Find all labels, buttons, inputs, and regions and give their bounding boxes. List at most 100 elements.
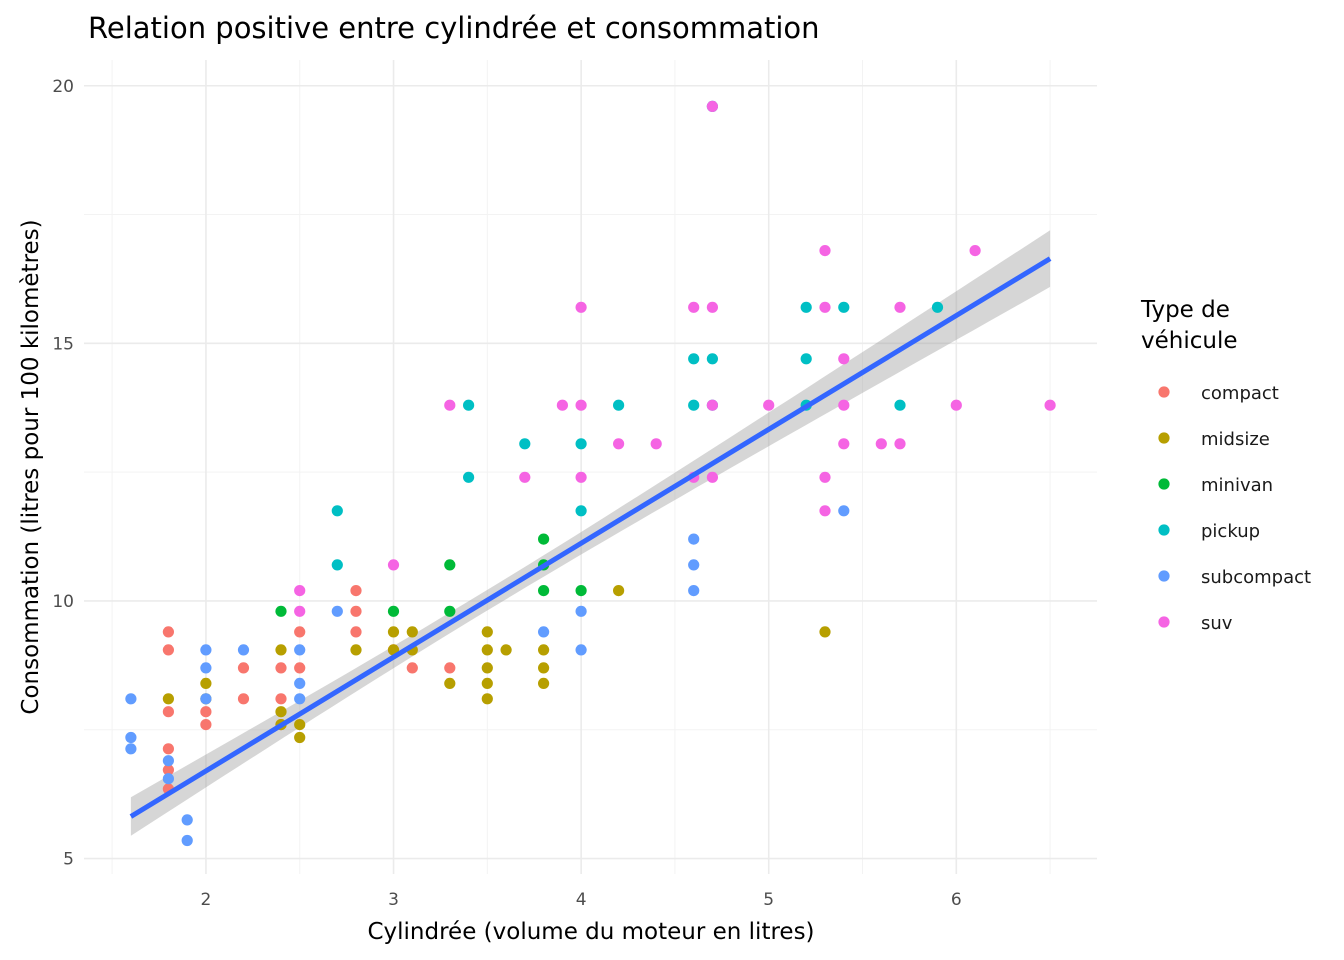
legend-label-midsize: midsize <box>1201 429 1270 450</box>
legend-items: compact midsize minivan pickup subcompact suv <box>1158 383 1311 634</box>
data-point-compact <box>162 764 174 776</box>
data-point-suv <box>688 301 700 313</box>
data-point-midsize <box>275 644 287 656</box>
legend-label-compact: compact <box>1201 383 1279 404</box>
data-point-compact <box>350 605 362 617</box>
legend-title-line-2: véhicule <box>1141 328 1238 354</box>
data-point-subcompact <box>688 533 700 545</box>
data-point-pickup <box>688 399 700 411</box>
data-point-suv <box>819 471 831 483</box>
data-point-pickup <box>613 399 625 411</box>
data-point-compact <box>275 662 287 674</box>
data-point-minivan <box>538 533 550 545</box>
data-point-suv <box>819 301 831 313</box>
data-point-pickup <box>800 353 812 365</box>
data-point-midsize <box>538 662 550 674</box>
legend-item-midsize: midsize <box>1158 429 1270 450</box>
x-tick-label: 2 <box>201 890 212 910</box>
data-point-compact <box>294 626 306 638</box>
data-point-subcompact <box>162 755 174 767</box>
data-point-suv <box>894 438 906 450</box>
data-point-pickup <box>519 438 531 450</box>
chart-title: Relation positive entre cylindrée et con… <box>88 11 820 45</box>
data-point-suv <box>575 399 587 411</box>
data-point-pickup <box>331 505 343 517</box>
data-point-suv <box>613 438 625 450</box>
data-point-suv <box>294 605 306 617</box>
legend-item-compact: compact <box>1158 383 1279 404</box>
data-point-pickup <box>331 559 343 571</box>
data-point-subcompact <box>838 505 850 517</box>
data-point-minivan <box>575 585 587 597</box>
data-point-pickup <box>688 353 700 365</box>
data-point-subcompact <box>575 605 587 617</box>
data-point-suv <box>838 399 850 411</box>
data-point-pickup <box>575 505 587 517</box>
legend-label-minivan: minivan <box>1201 475 1273 496</box>
x-axis-title: Cylindrée (volume du moteur en litres) <box>367 919 814 945</box>
data-point-pickup <box>838 301 850 313</box>
data-point-pickup <box>894 399 906 411</box>
data-point-subcompact <box>331 605 343 617</box>
data-point-suv <box>519 471 531 483</box>
data-point-midsize <box>162 693 174 705</box>
data-point-compact <box>275 693 287 705</box>
legend-label-suv: suv <box>1201 613 1233 634</box>
data-point-suv <box>838 353 850 365</box>
x-tick-label: 6 <box>951 890 962 910</box>
legend-label-pickup: pickup <box>1201 521 1260 542</box>
data-point-suv <box>575 301 587 313</box>
data-point-midsize <box>481 644 493 656</box>
data-point-suv <box>650 438 662 450</box>
y-tick-label: 5 <box>63 850 74 870</box>
legend-key-pickup <box>1158 524 1170 536</box>
data-point-midsize <box>613 585 625 597</box>
data-point-compact <box>162 644 174 656</box>
data-point-subcompact <box>538 626 550 638</box>
y-axis-title: Consommation (litres pour 100 kilomètres… <box>18 219 44 714</box>
data-point-suv <box>294 585 306 597</box>
data-point-subcompact <box>688 585 700 597</box>
data-point-subcompact <box>181 834 193 847</box>
data-point-suv <box>819 505 831 517</box>
data-point-midsize <box>294 719 306 731</box>
data-point-suv <box>875 438 887 450</box>
legend-item-minivan: minivan <box>1158 475 1273 496</box>
data-point-subcompact <box>294 693 306 705</box>
data-point-midsize <box>481 626 493 638</box>
legend-key-suv <box>1158 616 1170 628</box>
data-point-suv <box>950 399 962 411</box>
data-point-midsize <box>387 626 400 638</box>
data-point-pickup <box>463 399 475 411</box>
data-point-pickup <box>800 301 812 313</box>
confidence-band-area <box>130 230 1051 836</box>
data-point-midsize <box>200 677 212 690</box>
data-point-subcompact <box>125 693 137 705</box>
data-point-suv <box>894 301 906 313</box>
data-point-compact <box>350 626 362 638</box>
data-point-compact <box>406 662 418 674</box>
data-point-compact <box>200 719 212 731</box>
x-tick-label: 3 <box>388 890 399 910</box>
confidence-band <box>130 230 1051 836</box>
y-tick-label: 20 <box>52 77 74 97</box>
data-point-subcompact <box>294 677 306 690</box>
data-point-minivan <box>275 605 287 617</box>
data-point-subcompact <box>200 693 212 705</box>
x-axis-ticks: 2 3 4 5 6 <box>201 890 962 910</box>
data-point-midsize <box>538 644 550 656</box>
data-point-subcompact <box>125 731 137 744</box>
data-points <box>125 100 1056 847</box>
data-point-subcompact <box>125 743 137 755</box>
data-point-midsize <box>406 626 418 638</box>
data-point-compact <box>162 706 174 718</box>
data-point-subcompact <box>688 559 700 571</box>
data-point-midsize <box>481 677 493 690</box>
data-point-suv <box>1044 399 1056 411</box>
data-point-subcompact <box>237 644 250 656</box>
data-point-suv <box>969 245 981 257</box>
data-point-suv <box>819 245 831 257</box>
data-point-minivan <box>444 605 456 617</box>
data-point-pickup <box>931 301 944 313</box>
